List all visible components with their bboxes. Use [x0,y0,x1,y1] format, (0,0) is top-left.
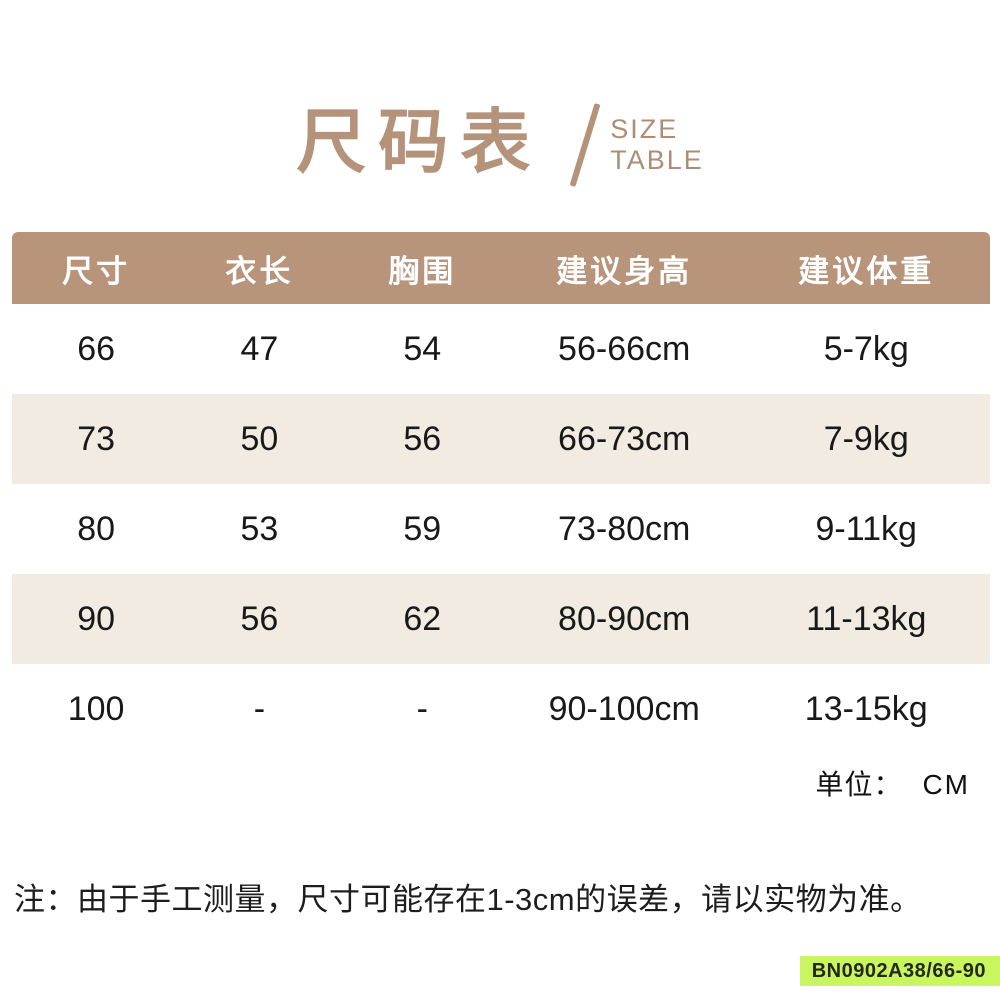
cell-size: 73 [77,419,116,458]
header-chest: 胸围 [388,253,457,289]
cell-length: 56 [240,599,279,638]
title-english: SIZE TABLE [610,114,704,176]
table-header-row: 尺寸 衣长 胸围 建议身高 建议体重 [12,232,990,304]
cell-length: 50 [240,419,279,458]
cell-length: 53 [240,509,279,548]
sku-badge: BN0902A38/66-90 [799,956,1000,986]
cell-length: 47 [240,329,279,368]
cell-size: 66 [77,329,116,368]
unit-label: 单位： [815,769,903,800]
title-right-group: SIZE TABLE [569,102,704,188]
header-recommended-height: 建议身高 [556,253,693,289]
cell-size: 80 [77,509,116,548]
title-english-line2: TABLE [610,145,704,175]
cell-length: - [253,689,266,728]
table-row: 90 56 62 80-90cm 11-13kg [12,574,990,664]
cell-chest: - [416,689,428,728]
cell-height: 66-73cm [558,419,691,458]
table-row: 100 - - 90-100cm 13-15kg [12,664,990,754]
title-chinese: 尺码表 [296,103,543,181]
header-recommended-weight: 建议体重 [798,253,935,289]
cell-height: 90-100cm [548,689,700,728]
measurement-note: 注：由于手工测量，尺寸可能存在1-3cm的误差，请以实物为准。 [14,882,922,917]
cell-weight: 5-7kg [823,329,909,368]
header-size: 尺寸 [62,253,131,289]
unit-note: 单位： CM [815,763,970,803]
table-row: 66 47 54 56-66cm 5-7kg [12,304,990,394]
cell-weight: 7-9kg [823,419,909,458]
cell-chest: 59 [403,509,442,548]
cell-size: 90 [77,599,116,638]
cell-height: 56-66cm [558,329,691,368]
table-row: 73 50 56 66-73cm 7-9kg [12,394,990,484]
title-english-line1: SIZE [610,114,679,144]
cell-chest: 56 [403,419,442,458]
cell-chest: 62 [403,599,442,638]
header-garment-length: 衣长 [225,253,294,289]
cell-weight: 13-15kg [804,689,928,728]
cell-weight: 11-13kg [806,599,927,638]
table-row: 80 53 59 73-80cm 9-11kg [12,484,990,574]
page-title: 尺码表 SIZE TABLE [0,92,1000,192]
cell-size: 100 [67,689,125,728]
cell-chest: 54 [403,329,442,368]
cell-height: 80-90cm [558,599,691,638]
cell-weight: 9-11kg [815,509,917,548]
unit-value: CM [922,769,970,800]
size-table: 尺寸 衣长 胸围 建议身高 建议体重 66 47 54 56-66cm 5-7k… [12,232,990,754]
slash-divider-icon [569,103,601,187]
cell-height: 73-80cm [558,509,691,548]
